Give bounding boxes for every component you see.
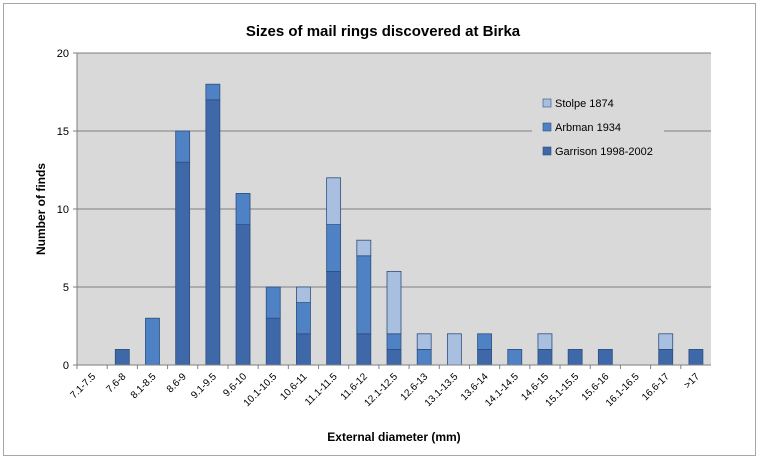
bar-segment [658, 348, 674, 366]
chart-title: Sizes of mail rings discovered at Birka [246, 23, 521, 40]
legend-swatch [542, 122, 552, 132]
legend-label: Garrison 1998-2002 [555, 146, 653, 158]
bar-segment [235, 192, 251, 225]
bar-segment [326, 270, 342, 366]
bar-segment [688, 348, 704, 366]
y-tick-label: 5 [63, 282, 69, 294]
legend-label: Stolpe 1874 [555, 98, 614, 110]
y-tick-label: 0 [63, 360, 69, 372]
legend-swatch [542, 146, 552, 156]
bar-segment [446, 333, 462, 366]
bar-segment [386, 348, 402, 366]
bar-segment [145, 317, 160, 366]
bar-segment [416, 348, 432, 366]
bar-segment [205, 99, 221, 366]
bar-segment [386, 270, 402, 335]
legend: Stolpe 1874 Arbman 1934 Garrison 1998-2002 [532, 93, 664, 173]
y-tick-label: 15 [57, 126, 69, 138]
bar-segment [477, 348, 492, 366]
bar-segment [507, 348, 523, 366]
x-axis-label: External diameter (mm) [327, 430, 460, 444]
bar-segment [597, 348, 613, 366]
bar-segment [235, 224, 251, 366]
bar-segment [386, 333, 402, 350]
legend-swatch [542, 98, 552, 108]
bar-segment [296, 302, 311, 335]
y-tick-label: 10 [57, 204, 69, 216]
bars [114, 83, 704, 366]
legend-box [532, 93, 664, 173]
bar-segment [416, 333, 432, 350]
bar-segment [175, 161, 191, 366]
bar-segment [296, 333, 311, 366]
y-tick-labels: 0 5 10 15 20 [57, 48, 77, 372]
bar-segment [537, 333, 553, 350]
y-axis-label: Number of finds [34, 163, 48, 255]
bar-segment [537, 348, 553, 366]
bar-segment [326, 224, 342, 272]
bar-segment [326, 177, 342, 226]
legend-label: Arbman 1934 [555, 122, 621, 134]
bar-segment [356, 239, 372, 257]
bar-segment [175, 130, 191, 163]
bar-segment [356, 255, 372, 335]
bar-segment [265, 286, 281, 319]
bar-segment [296, 286, 311, 304]
y-tick-label: 20 [57, 48, 69, 60]
bar-segment [265, 317, 281, 366]
bar-segment [567, 348, 583, 366]
bar-segment [477, 333, 492, 350]
bar-segment [205, 83, 221, 101]
bar-segment [356, 333, 372, 366]
bar-segment [114, 348, 130, 366]
bar-segment [658, 333, 674, 350]
